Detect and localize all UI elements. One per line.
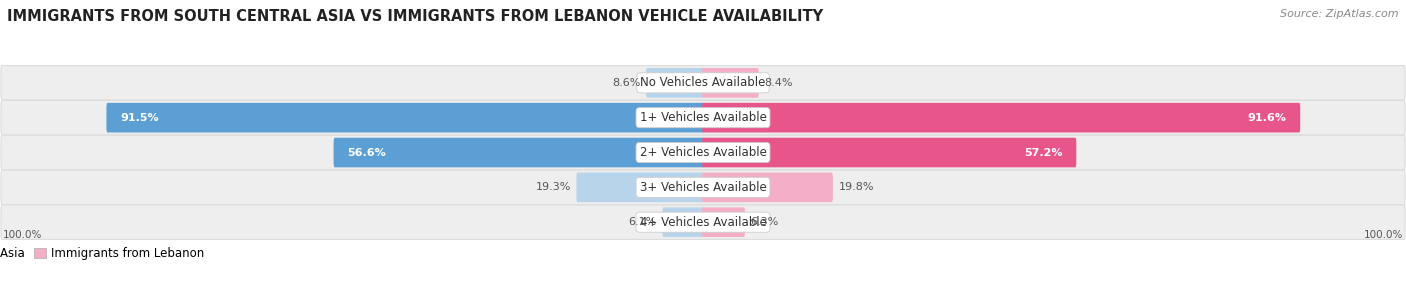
Text: 1+ Vehicles Available: 1+ Vehicles Available (640, 111, 766, 124)
Text: No Vehicles Available: No Vehicles Available (640, 76, 766, 89)
Text: 91.5%: 91.5% (121, 113, 159, 123)
FancyBboxPatch shape (702, 138, 1077, 167)
Text: Source: ZipAtlas.com: Source: ZipAtlas.com (1281, 9, 1399, 19)
Text: 57.2%: 57.2% (1024, 148, 1063, 158)
FancyBboxPatch shape (1, 65, 1405, 100)
Text: 2+ Vehicles Available: 2+ Vehicles Available (640, 146, 766, 159)
Text: 8.6%: 8.6% (612, 78, 641, 88)
Text: 8.4%: 8.4% (765, 78, 793, 88)
FancyBboxPatch shape (702, 103, 1301, 132)
Text: 91.6%: 91.6% (1247, 113, 1286, 123)
Text: 3+ Vehicles Available: 3+ Vehicles Available (640, 181, 766, 194)
Text: 4+ Vehicles Available: 4+ Vehicles Available (640, 216, 766, 229)
FancyBboxPatch shape (107, 103, 704, 132)
Legend: Immigrants from South Central Asia, Immigrants from Lebanon: Immigrants from South Central Asia, Immi… (0, 247, 204, 260)
FancyBboxPatch shape (702, 68, 759, 98)
FancyBboxPatch shape (1, 170, 1405, 204)
Text: 56.6%: 56.6% (347, 148, 387, 158)
FancyBboxPatch shape (702, 207, 745, 237)
FancyBboxPatch shape (576, 172, 704, 202)
FancyBboxPatch shape (333, 138, 704, 167)
Text: 6.1%: 6.1% (628, 217, 657, 227)
FancyBboxPatch shape (645, 68, 704, 98)
FancyBboxPatch shape (1, 135, 1405, 170)
Text: 100.0%: 100.0% (3, 230, 42, 240)
Text: 100.0%: 100.0% (1364, 230, 1403, 240)
Text: 19.3%: 19.3% (536, 182, 571, 192)
FancyBboxPatch shape (662, 207, 704, 237)
Text: IMMIGRANTS FROM SOUTH CENTRAL ASIA VS IMMIGRANTS FROM LEBANON VEHICLE AVAILABILI: IMMIGRANTS FROM SOUTH CENTRAL ASIA VS IM… (7, 9, 823, 23)
FancyBboxPatch shape (1, 205, 1405, 239)
Text: 6.3%: 6.3% (751, 217, 779, 227)
FancyBboxPatch shape (702, 172, 832, 202)
Text: 19.8%: 19.8% (838, 182, 875, 192)
FancyBboxPatch shape (1, 100, 1405, 135)
